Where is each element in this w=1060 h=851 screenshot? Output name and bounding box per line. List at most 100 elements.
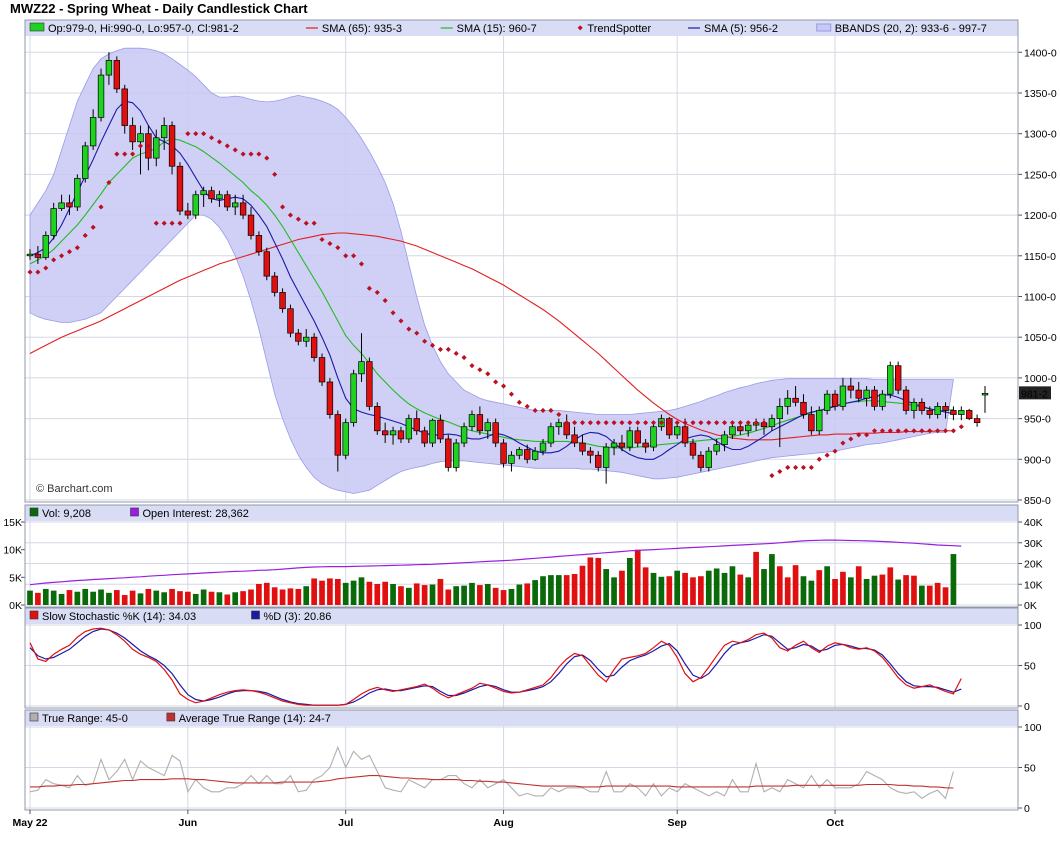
trendspotter-dot — [469, 363, 475, 369]
legend-label: Open Interest: 28,362 — [143, 508, 249, 520]
volume-bar — [145, 588, 152, 605]
candle-body — [366, 361, 373, 407]
legend-main-item-3: TrendSpotter — [577, 23, 652, 35]
candle-body — [871, 389, 878, 407]
y-tick-label: 850-0 — [1024, 495, 1051, 507]
trendspotter-dot — [879, 428, 885, 434]
candle — [610, 438, 618, 456]
trendspotter-dot — [90, 224, 96, 230]
volume-bar — [571, 574, 578, 605]
candle — [358, 333, 365, 382]
y-tick-label: 50 — [1024, 763, 1036, 775]
legend-label: SMA (5): 956-2 — [704, 23, 778, 35]
candle-body — [942, 406, 949, 411]
legend-volume-item-1: Open Interest: 28,362 — [130, 507, 249, 520]
volume-bar — [27, 590, 33, 605]
candle — [476, 406, 484, 435]
trendspotter-dot — [106, 179, 112, 186]
volume-bar — [445, 589, 452, 605]
trendspotter-dot — [927, 428, 933, 434]
legend-volume-item-0: Vol: 9,208 — [29, 507, 91, 520]
trendspotter-dot — [871, 428, 878, 434]
volume-bar — [121, 595, 128, 605]
candle-body — [460, 426, 468, 444]
candle-body — [405, 418, 413, 440]
volume-bar — [240, 591, 246, 605]
square-k-icon — [29, 610, 39, 620]
candle-body — [34, 253, 42, 258]
candle — [910, 398, 918, 419]
volume-bar — [437, 578, 444, 605]
candle-body — [902, 389, 910, 411]
volume-bar — [761, 569, 767, 605]
trendspotter-dot — [453, 350, 459, 357]
volume-bar — [548, 575, 554, 605]
trendspotter-dot — [201, 131, 207, 137]
volume-bar — [847, 577, 854, 605]
volume-bar — [58, 593, 65, 605]
candle-body — [176, 165, 184, 212]
trendspotter-dot — [682, 420, 688, 426]
legend-label: SMA (65): 935-3 — [322, 23, 402, 35]
volume-bar — [421, 585, 428, 605]
volume-bar — [398, 586, 404, 605]
candle — [50, 202, 57, 240]
candle-body — [966, 410, 973, 419]
panel-header — [25, 710, 1018, 726]
trendspotter-dot — [800, 464, 807, 470]
open-interest-line — [29, 539, 962, 586]
trendspotter-dot — [627, 420, 633, 426]
candle-body — [531, 450, 539, 460]
volume-bar — [35, 592, 41, 605]
x-tick-label: Jul — [338, 817, 353, 829]
volume-bar — [303, 586, 310, 605]
candle — [823, 390, 831, 415]
volume-bar — [200, 589, 207, 605]
volume-bar — [390, 583, 396, 605]
volume-bar — [208, 591, 215, 605]
trendspotter-dot — [224, 143, 230, 149]
candle-body — [429, 419, 436, 444]
candle — [721, 430, 728, 452]
volume-bar — [705, 570, 712, 605]
candle — [42, 231, 49, 260]
y-tick-label-left: 15K — [3, 517, 22, 529]
y-tick-label-right: 20K — [1024, 559, 1043, 571]
trendspotter-dot — [122, 151, 128, 157]
volume-bar — [382, 581, 389, 605]
candle — [82, 141, 89, 183]
square-vol-icon — [29, 507, 39, 517]
y-tick-label: 0 — [1024, 701, 1030, 713]
candle-body — [26, 253, 34, 257]
candle-body — [737, 426, 744, 432]
panel-frame — [24, 504, 1019, 608]
candle-body — [476, 414, 484, 432]
volume-bar — [555, 575, 562, 605]
y-tick-label-right: 40K — [1024, 517, 1043, 529]
trendspotter-dot — [398, 318, 404, 324]
volume-bar — [153, 590, 160, 605]
volume-bar — [334, 578, 341, 605]
trendspotter-dot — [777, 468, 783, 475]
trendspotter-dot — [674, 420, 680, 426]
candle-body — [389, 430, 397, 436]
trendspotter-dot — [137, 143, 144, 149]
candle — [429, 418, 436, 448]
candle-body — [934, 406, 941, 415]
volume-bar — [224, 594, 231, 605]
bbands-icon — [816, 23, 832, 32]
trendspotter-dot — [714, 420, 720, 426]
candle — [381, 422, 389, 444]
trendspotter-dot — [98, 204, 104, 210]
candle — [334, 410, 342, 472]
volume-bar — [406, 587, 412, 605]
volume-bar — [587, 557, 594, 605]
candle — [397, 426, 405, 444]
volume-bar — [753, 551, 759, 605]
candle-body — [816, 410, 823, 432]
candle-body — [82, 145, 89, 179]
candle-body — [823, 393, 831, 411]
trendspotter-dot — [650, 420, 657, 426]
candle-body — [650, 426, 657, 448]
candle-body — [224, 194, 231, 208]
